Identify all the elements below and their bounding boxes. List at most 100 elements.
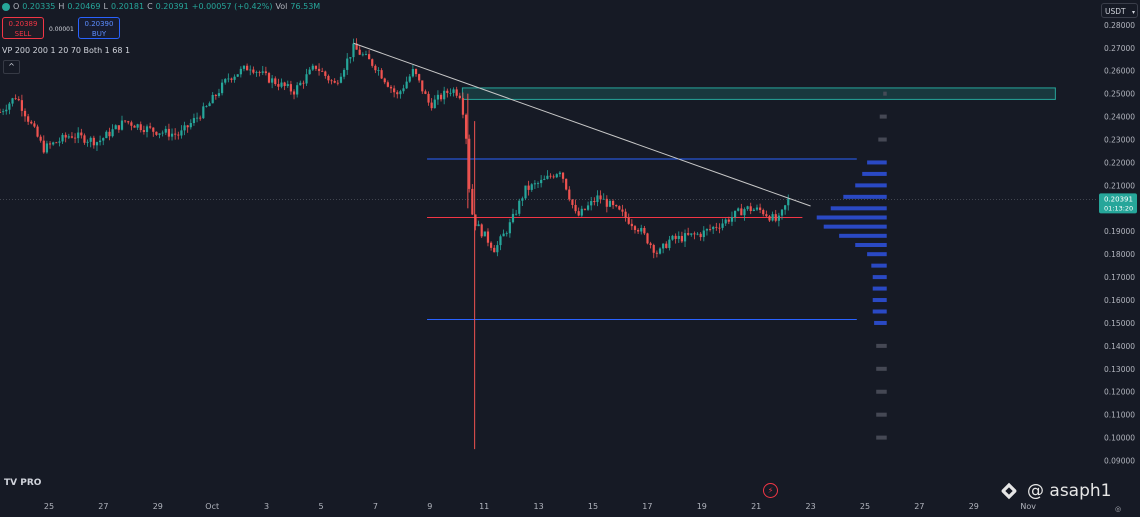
candle-body [42, 140, 45, 153]
volume-profile-bar [839, 233, 887, 238]
candle-body [124, 120, 127, 122]
candle-body [671, 235, 674, 240]
candle-body [552, 176, 555, 178]
last-price-box [1099, 193, 1137, 214]
candle-body [708, 229, 712, 230]
volume-label: Vol [275, 2, 288, 11]
collapse-indicators-button[interactable]: ^ [3, 60, 20, 74]
candle-body [39, 136, 42, 141]
x-tick-label: 21 [751, 502, 761, 511]
candle-body [27, 116, 30, 122]
candle-body [302, 82, 305, 84]
candle-body [33, 123, 36, 127]
volume-profile-bar [872, 275, 887, 280]
currency-selector[interactable]: USDT ▾ [1101, 3, 1138, 18]
candle-body [727, 219, 730, 222]
y-tick-label: 0.16000 [1104, 296, 1135, 305]
candle-body [277, 84, 280, 87]
candle-body [393, 88, 396, 93]
buy-price: 0.20390 [84, 20, 114, 28]
sell-button[interactable]: 0.20389 SELL [2, 17, 44, 39]
change-value: +0.00057 (+0.42%) [191, 2, 273, 11]
candle-body [83, 135, 86, 143]
candle-body [152, 127, 155, 132]
candle-body [358, 49, 361, 55]
watermark-text: @ asaph1 [1027, 481, 1112, 501]
candle-body [546, 175, 549, 179]
candle-body [733, 210, 737, 218]
low-value: 0.20181 [110, 2, 145, 11]
indicator-label[interactable]: VP 200 200 1 20 70 Both 1 68 1 [2, 46, 131, 55]
candle-body [543, 178, 546, 180]
x-tick-label: Nov [1020, 502, 1036, 511]
candle-body [314, 65, 318, 69]
y-tick-label: 0.28000 [1104, 21, 1135, 30]
candle-body [649, 243, 652, 246]
candle-body [599, 195, 602, 200]
candle-body [170, 133, 174, 137]
candle-body [665, 243, 668, 248]
countdown-label: 01:13:20 [1104, 204, 1133, 212]
buy-label: BUY [91, 30, 107, 38]
candle-body [130, 122, 133, 126]
candle-body [311, 65, 314, 70]
candle-body [749, 206, 752, 212]
logo-text: TV PRO [4, 478, 42, 488]
candle-body [236, 74, 239, 77]
candle-body [158, 133, 161, 135]
candle-body [721, 223, 724, 228]
candle-body [737, 208, 740, 211]
volume-profile-bar [816, 215, 887, 220]
candle-body [361, 54, 364, 56]
status-dot-icon [2, 2, 10, 11]
volume-profile-bar [876, 366, 887, 371]
candle-body [127, 121, 130, 123]
candle-body [521, 198, 524, 201]
candle-body [61, 134, 64, 142]
low-label: L [103, 2, 108, 11]
candle-body [402, 88, 405, 92]
candle-body [787, 198, 790, 206]
candle-body [436, 94, 440, 100]
reset-icon[interactable]: ◎ [1115, 505, 1122, 513]
lightning-alert-icon[interactable]: ⚡ [763, 483, 778, 498]
y-tick-label: 0.21000 [1104, 181, 1135, 190]
candle-body [421, 80, 424, 92]
candle-body [230, 78, 233, 80]
candle-body [508, 222, 511, 234]
candle-body [205, 106, 208, 107]
close-label: C [147, 2, 153, 11]
candle-body [408, 76, 411, 82]
candle-body [618, 206, 621, 210]
y-tick-label: 0.24000 [1104, 113, 1135, 122]
candle-body [705, 229, 709, 231]
x-tick-label: 5 [318, 502, 323, 511]
candle-body [674, 235, 677, 239]
candle-body [117, 125, 120, 130]
candle-body [102, 138, 105, 141]
candle-body [505, 233, 508, 235]
candle-body [14, 98, 17, 100]
candle-body [30, 121, 33, 124]
candle-body [108, 131, 111, 137]
volume-profile-bar [878, 137, 887, 142]
candle-body [64, 134, 67, 138]
candle-body [755, 207, 759, 210]
candle-body [536, 183, 540, 184]
candle-body [480, 224, 483, 237]
candle-body [777, 215, 780, 221]
candle-body [427, 93, 430, 103]
candle-body [327, 75, 330, 81]
candle-body [690, 233, 693, 235]
candle-body [296, 85, 299, 95]
candle-body [762, 209, 765, 215]
buy-button[interactable]: 0.20390 BUY [78, 17, 120, 39]
x-tick-label: 13 [534, 502, 544, 511]
y-tick-label: 0.15000 [1104, 319, 1135, 328]
candle-body [286, 84, 289, 86]
candle-body [95, 142, 99, 146]
candle-body [352, 43, 355, 58]
x-tick-label: 9 [427, 502, 432, 511]
